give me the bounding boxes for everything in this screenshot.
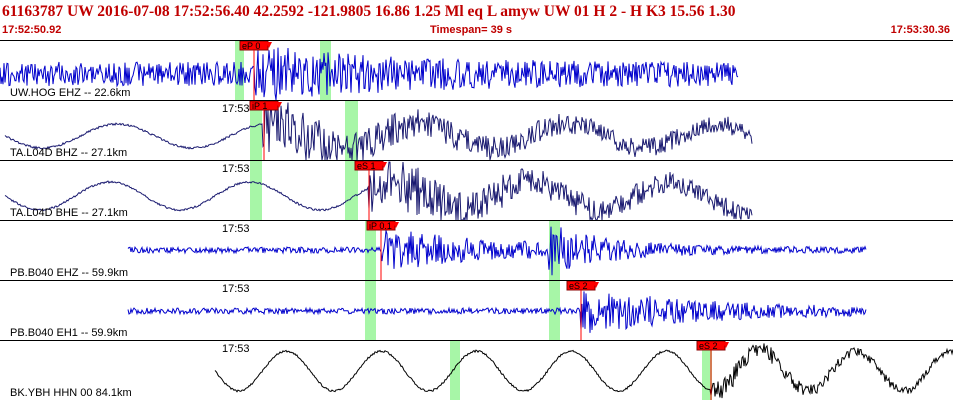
phase-pick-marker[interactable]: eS 1 bbox=[354, 161, 387, 220]
end-time-label: 17:53:30.36 bbox=[890, 24, 950, 36]
channel-label: UW.HOG EHZ -- 22.6km bbox=[10, 87, 131, 99]
phase-pick-marker[interactable]: eP 0 bbox=[239, 41, 272, 100]
phase-pick-label: iP 0.1 bbox=[369, 221, 392, 231]
panel-time-label: 17:53 bbox=[222, 283, 250, 295]
timespan-label: Timespan= 39 s bbox=[430, 24, 513, 36]
panel-time-label: 17:53 bbox=[222, 343, 250, 355]
event-summary-title: 61163787 UW 2016-07-08 17:52:56.40 42.25… bbox=[2, 3, 736, 20]
phase-pick-label: eS 2 bbox=[699, 341, 718, 351]
phase-pick-marker[interactable]: iP 0.1 bbox=[366, 221, 399, 280]
channel-label: BK.YBH HHN 00 84.1km bbox=[10, 387, 132, 399]
channel-label: TA.L04D BHE -- 27.1km bbox=[10, 207, 128, 219]
time-window-band bbox=[250, 101, 262, 160]
event-header: 61163787 UW 2016-07-08 17:52:56.40 42.25… bbox=[0, 0, 953, 40]
panel-time-label: 17:53 bbox=[222, 223, 250, 235]
waveform-panel-bk-ybh-hhn[interactable]: eS 2 17:53 BK.YBH HHN 00 84.1km bbox=[0, 340, 953, 400]
waveform-panel-uw-hog-ehz[interactable]: eP 0 UW.HOG EHZ -- 22.6km bbox=[0, 40, 953, 100]
time-window-band bbox=[250, 161, 262, 220]
waveform-line bbox=[127, 226, 867, 276]
panel-time-label: 17:53 bbox=[222, 163, 250, 175]
waveform-line bbox=[0, 47, 739, 100]
waveform-line bbox=[4, 101, 753, 160]
seismogram-trace[interactable]: eS 1 bbox=[0, 161, 953, 220]
seismogram-trace[interactable]: eS 2 bbox=[0, 281, 953, 340]
waveform-panels: eP 0 UW.HOG EHZ -- 22.6km iP 1 17:53 TA.… bbox=[0, 40, 953, 400]
waveform-line bbox=[214, 343, 953, 399]
seismogram-trace[interactable]: iP 0.1 bbox=[0, 221, 953, 280]
time-window-band bbox=[320, 41, 331, 100]
time-window-band bbox=[345, 161, 358, 220]
waveform-panel-pb-b040-eh1[interactable]: eS 2 17:53 PB.B040 EH1 -- 59.9km bbox=[0, 280, 953, 340]
time-window-band bbox=[549, 281, 560, 340]
waveform-line bbox=[127, 291, 867, 333]
channel-label: TA.L04D BHZ -- 27.1km bbox=[10, 147, 128, 159]
phase-pick-marker[interactable]: iP 1 bbox=[249, 101, 282, 160]
phase-pick-label: eP 0 bbox=[242, 41, 260, 51]
seismogram-trace[interactable]: iP 1 bbox=[0, 101, 953, 160]
time-window-band bbox=[345, 101, 358, 160]
waveform-panel-pb-b040-ehz[interactable]: iP 0.1 17:53 PB.B040 EHZ -- 59.9km bbox=[0, 220, 953, 280]
phase-pick-marker[interactable]: eS 2 bbox=[696, 341, 729, 400]
start-time-label: 17:52:50.92 bbox=[2, 24, 62, 36]
seismogram-trace[interactable]: eS 2 bbox=[0, 341, 953, 400]
seismogram-trace[interactable]: eP 0 bbox=[0, 41, 953, 100]
phase-pick-label: iP 1 bbox=[252, 101, 267, 111]
channel-label: PB.B040 EHZ -- 59.9km bbox=[10, 267, 128, 279]
time-window-band bbox=[702, 341, 712, 400]
time-window-band bbox=[450, 341, 460, 400]
phase-pick-marker[interactable]: eS 2 bbox=[566, 281, 599, 340]
panel-time-label: 17:53 bbox=[222, 103, 250, 115]
waveform-panel-ta-l04d-bhz[interactable]: iP 1 17:53 TA.L04D BHZ -- 27.1km bbox=[0, 100, 953, 160]
waveform-panel-ta-l04d-bhe[interactable]: eS 1 17:53 TA.L04D BHE -- 27.1km bbox=[0, 160, 953, 220]
waveform-line bbox=[4, 161, 753, 220]
channel-label: PB.B040 EH1 -- 59.9km bbox=[10, 327, 128, 339]
phase-pick-label: eS 2 bbox=[569, 281, 588, 291]
phase-pick-label: eS 1 bbox=[357, 161, 376, 171]
